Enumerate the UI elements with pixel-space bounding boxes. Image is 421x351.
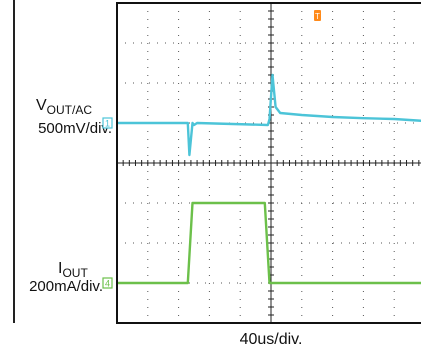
trace-layer xyxy=(117,73,421,285)
trigger-marker: T xyxy=(314,10,321,21)
marker-ch1: 1 xyxy=(102,117,113,129)
channel-markers: 14 xyxy=(102,117,113,289)
marker-box xyxy=(102,117,113,129)
trace-ch4 xyxy=(117,201,421,285)
channel-4-label: IOUT 200mA/div. xyxy=(29,260,103,295)
channel-4-scale: 200mA/div. xyxy=(29,278,103,295)
trigger-marker-label: T xyxy=(315,12,320,21)
channel-1-label: VOUT/AC 500mV/div. xyxy=(36,97,112,137)
channel-1-scale: 500mV/div. xyxy=(38,120,112,137)
trace-ch1 xyxy=(117,73,421,157)
x-axis-label: 40us/div. xyxy=(240,331,303,348)
marker-text: 4 xyxy=(105,279,110,289)
channel-4-name: IOUT xyxy=(58,260,88,280)
marker-box xyxy=(102,277,113,289)
channel-1-name: VOUT/AC xyxy=(36,97,92,117)
marker-ch4: 4 xyxy=(102,277,113,289)
plot-frame xyxy=(116,2,421,324)
marker-text: 1 xyxy=(105,119,110,129)
